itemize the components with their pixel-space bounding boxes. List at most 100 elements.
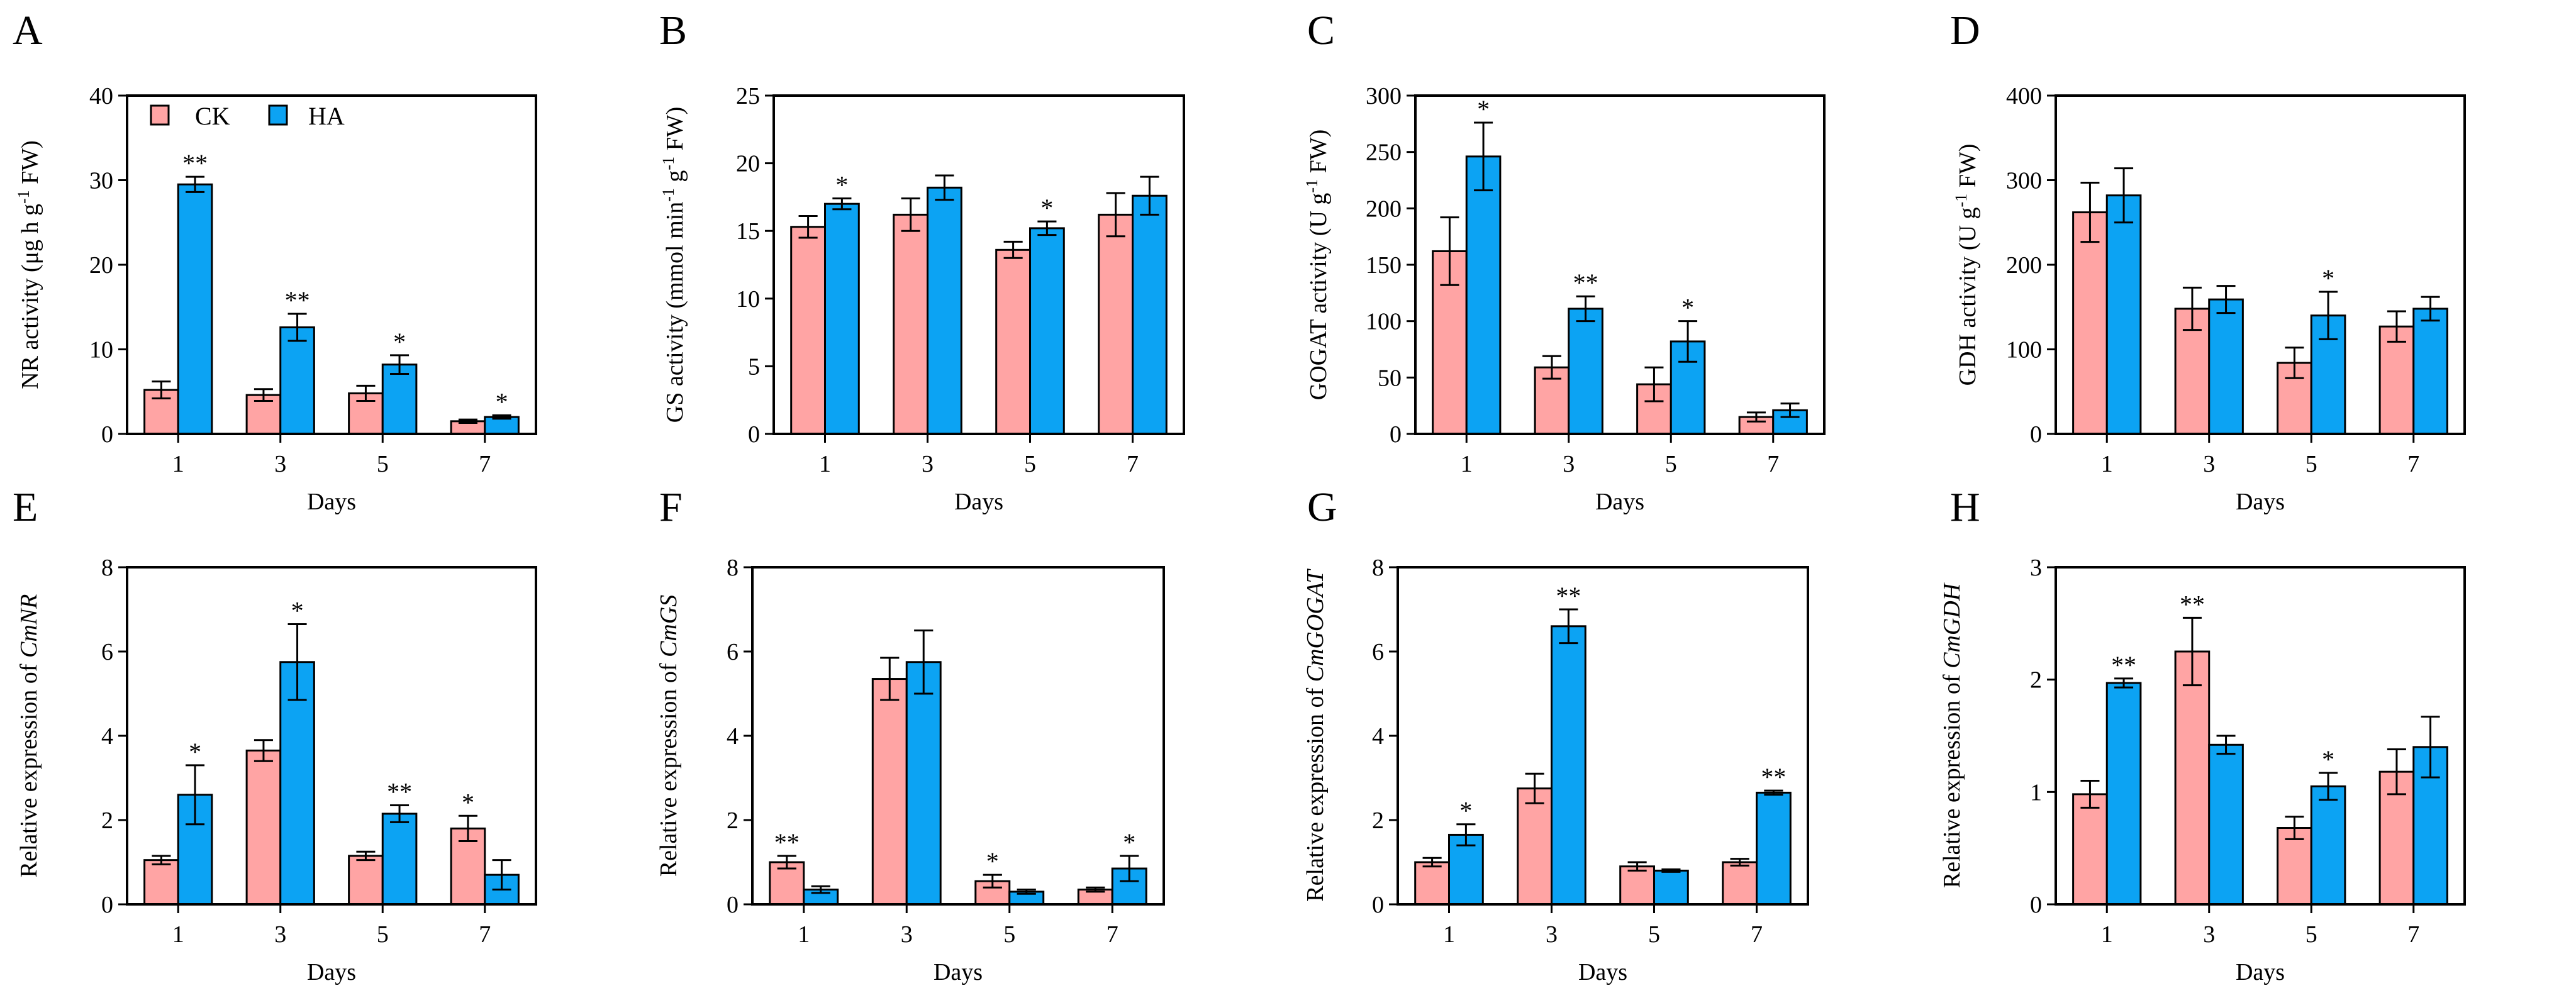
errorbar-e-ck-day7 — [458, 814, 477, 842]
ylabel-f: Relative expression of CmGS — [655, 595, 682, 877]
errorbar-d-ck-day1 — [2080, 182, 2100, 243]
xtick-label-f-1: 1 — [798, 921, 810, 948]
xtick-label-e-7: 7 — [479, 921, 491, 948]
errorbar-d-ha-day3 — [2216, 285, 2236, 314]
legend-swatch-ha — [268, 104, 288, 126]
xlabel-h: Days — [2236, 959, 2285, 985]
errorbar-c-ha-day5 — [1678, 320, 1698, 363]
ytick-label-g-6: 6 — [1372, 639, 1384, 665]
ylabel-d: GDH activity (U g-1 FW) — [1952, 144, 1982, 386]
significance-a-ha-day1: ** — [182, 149, 208, 177]
xtick-label-c-3: 3 — [1563, 451, 1575, 477]
ytick-label-b-25: 25 — [736, 83, 760, 109]
errorbar-f-ha-day1 — [811, 885, 830, 894]
ytick-label-e-6: 6 — [101, 639, 113, 665]
panel-letter-c: C — [1307, 8, 1335, 53]
bar-h-ha-day3 — [2208, 743, 2244, 906]
errorbar-e-ha-day5 — [390, 804, 410, 823]
xtick-label-g-3: 3 — [1546, 921, 1558, 948]
bar-g-ck-day5 — [1619, 865, 1655, 906]
panel-letter-e: E — [13, 484, 38, 530]
xtick-label-b-7: 7 — [1127, 451, 1139, 477]
errorbar-g-ck-day7 — [1730, 858, 1749, 867]
errorbar-a-ck-day3 — [254, 388, 273, 402]
xtick-label-b-1: 1 — [819, 451, 831, 477]
errorbar-d-ck-day3 — [2182, 286, 2202, 331]
ylabel-e: Relative expression of CmNR — [16, 594, 42, 878]
errorbar-d-ha-day1 — [2114, 167, 2134, 224]
legend-label-ha: HA — [308, 102, 345, 130]
errorbar-h-ck-day1 — [2080, 779, 2100, 809]
ytick-label-c-150: 150 — [1366, 252, 1402, 279]
ytick-label-f-0: 0 — [727, 892, 739, 918]
xtick-label-b-5: 5 — [1024, 451, 1036, 477]
errorbar-b-ha-day7 — [1140, 175, 1159, 216]
significance-e-ha-day1: * — [189, 738, 201, 766]
significance-h-ck-day3: ** — [2180, 590, 2205, 618]
errorbar-a-ha-day3 — [287, 313, 307, 342]
bar-e-ck-day1 — [143, 859, 179, 906]
xtick-label-h-7: 7 — [2407, 921, 2419, 948]
errorbar-e-ha-day1 — [186, 764, 205, 826]
xtick-label-c-1: 1 — [1461, 451, 1473, 477]
xtick-label-a-1: 1 — [172, 451, 184, 477]
bar-b-ck-day5 — [995, 248, 1031, 435]
xlabel-e: Days — [307, 959, 356, 985]
bar-b-ck-day7 — [1098, 213, 1134, 435]
errorbar-b-ha-day5 — [1037, 220, 1057, 236]
bar-h-ha-day1 — [2105, 682, 2142, 906]
ytick-label-h-0: 0 — [2030, 892, 2042, 918]
bar-h-ck-day5 — [2277, 827, 2312, 906]
significance-g-ha-day1: * — [1459, 797, 1472, 825]
bar-g-ha-day3 — [1551, 625, 1586, 906]
ytick-label-g-2: 2 — [1372, 807, 1384, 834]
ylabel-b: GS activity (mmol min-1 g-1 FW) — [659, 107, 689, 423]
ytick-label-f-8: 8 — [727, 555, 739, 581]
errorbar-c-ck-day5 — [1644, 366, 1664, 402]
ytick-label-a-40: 40 — [89, 83, 113, 109]
bar-d-ha-day1 — [2105, 194, 2142, 435]
ytick-label-c-300: 300 — [1366, 83, 1402, 109]
bar-a-ha-day5 — [381, 363, 418, 435]
errorbar-f-ha-day3 — [914, 630, 934, 695]
panel-letter-f: F — [659, 484, 683, 530]
bar-a-ha-day1 — [177, 183, 213, 435]
panel-letter-b: B — [659, 8, 687, 53]
ytick-label-c-50: 50 — [1378, 365, 1402, 391]
errorbar-g-ck-day1 — [1422, 857, 1442, 868]
bar-c-ha-day1 — [1465, 155, 1502, 435]
ytick-label-f-2: 2 — [727, 807, 739, 834]
errorbar-e-ck-day5 — [356, 850, 376, 862]
bar-b-ha-day5 — [1029, 227, 1065, 435]
errorbar-e-ha-day3 — [287, 623, 307, 701]
errorbar-c-ha-day7 — [1780, 402, 1800, 418]
errorbar-c-ck-day7 — [1746, 411, 1766, 423]
ytick-label-d-0: 0 — [2030, 421, 2042, 448]
xtick-label-f-7: 7 — [1107, 921, 1118, 948]
significance-e-ha-day3: * — [291, 596, 304, 624]
xtick-label-e-5: 5 — [377, 921, 389, 948]
ylabel-h: Relative expression of CmGDH — [1939, 582, 1965, 888]
errorbar-e-ha-day7 — [492, 859, 511, 891]
errorbar-g-ck-day5 — [1627, 861, 1647, 872]
errorbar-h-ha-day3 — [2216, 735, 2236, 755]
significance-e-ha-day5: ** — [387, 778, 412, 806]
plot-frame-h — [2055, 566, 2466, 906]
errorbar-g-ha-day7 — [1764, 789, 1783, 796]
errorbar-h-ck-day5 — [2285, 816, 2304, 840]
bar-h-ck-day1 — [2072, 793, 2108, 906]
ytick-label-f-4: 4 — [727, 723, 739, 750]
errorbar-h-ha-day5 — [2319, 772, 2338, 801]
significance-h-ha-day1: ** — [2111, 651, 2136, 679]
bar-h-ck-day3 — [2174, 650, 2211, 906]
xtick-label-a-3: 3 — [274, 451, 286, 477]
bar-h-ha-day5 — [2310, 785, 2346, 906]
errorbar-b-ck-day1 — [798, 215, 818, 239]
ytick-label-h-2: 2 — [2030, 667, 2042, 694]
errorbar-h-ha-day1 — [2114, 677, 2134, 689]
significance-d-ha-day5: * — [2322, 264, 2334, 292]
errorbar-a-ha-day7 — [492, 414, 511, 420]
